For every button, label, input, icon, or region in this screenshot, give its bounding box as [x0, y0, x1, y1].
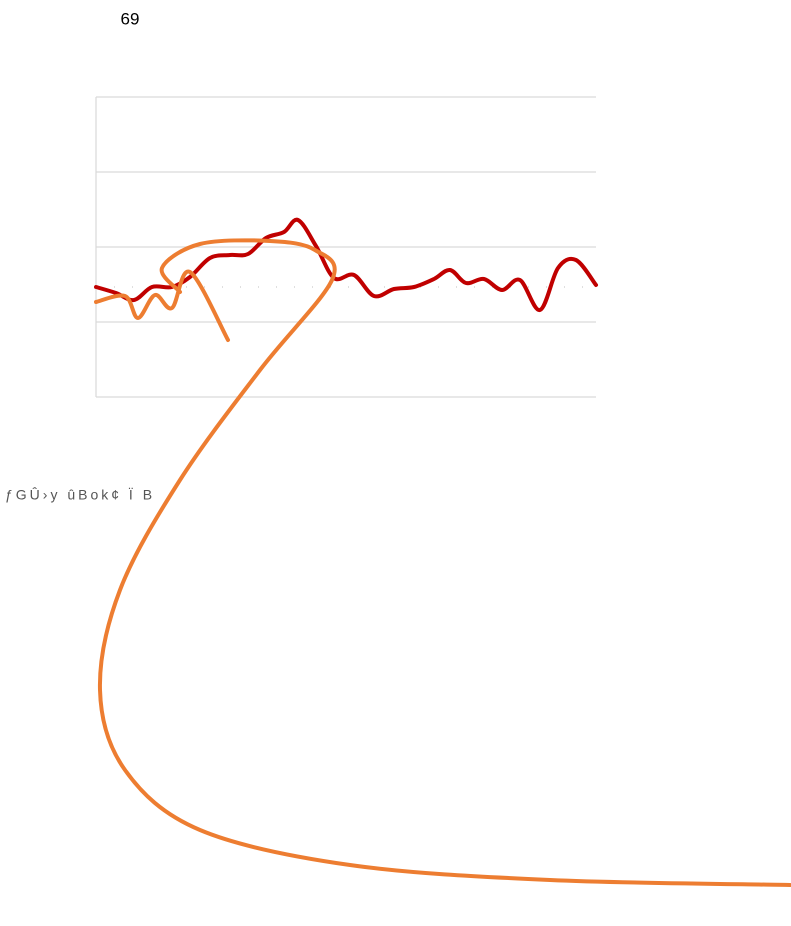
- series-line: [94, 269, 230, 342]
- series-line: [97, 238, 791, 887]
- page-number: 69: [121, 9, 140, 28]
- caption: ƒGÛ›y ûBok¢ Ï B: [5, 487, 155, 503]
- series-line: [94, 217, 598, 312]
